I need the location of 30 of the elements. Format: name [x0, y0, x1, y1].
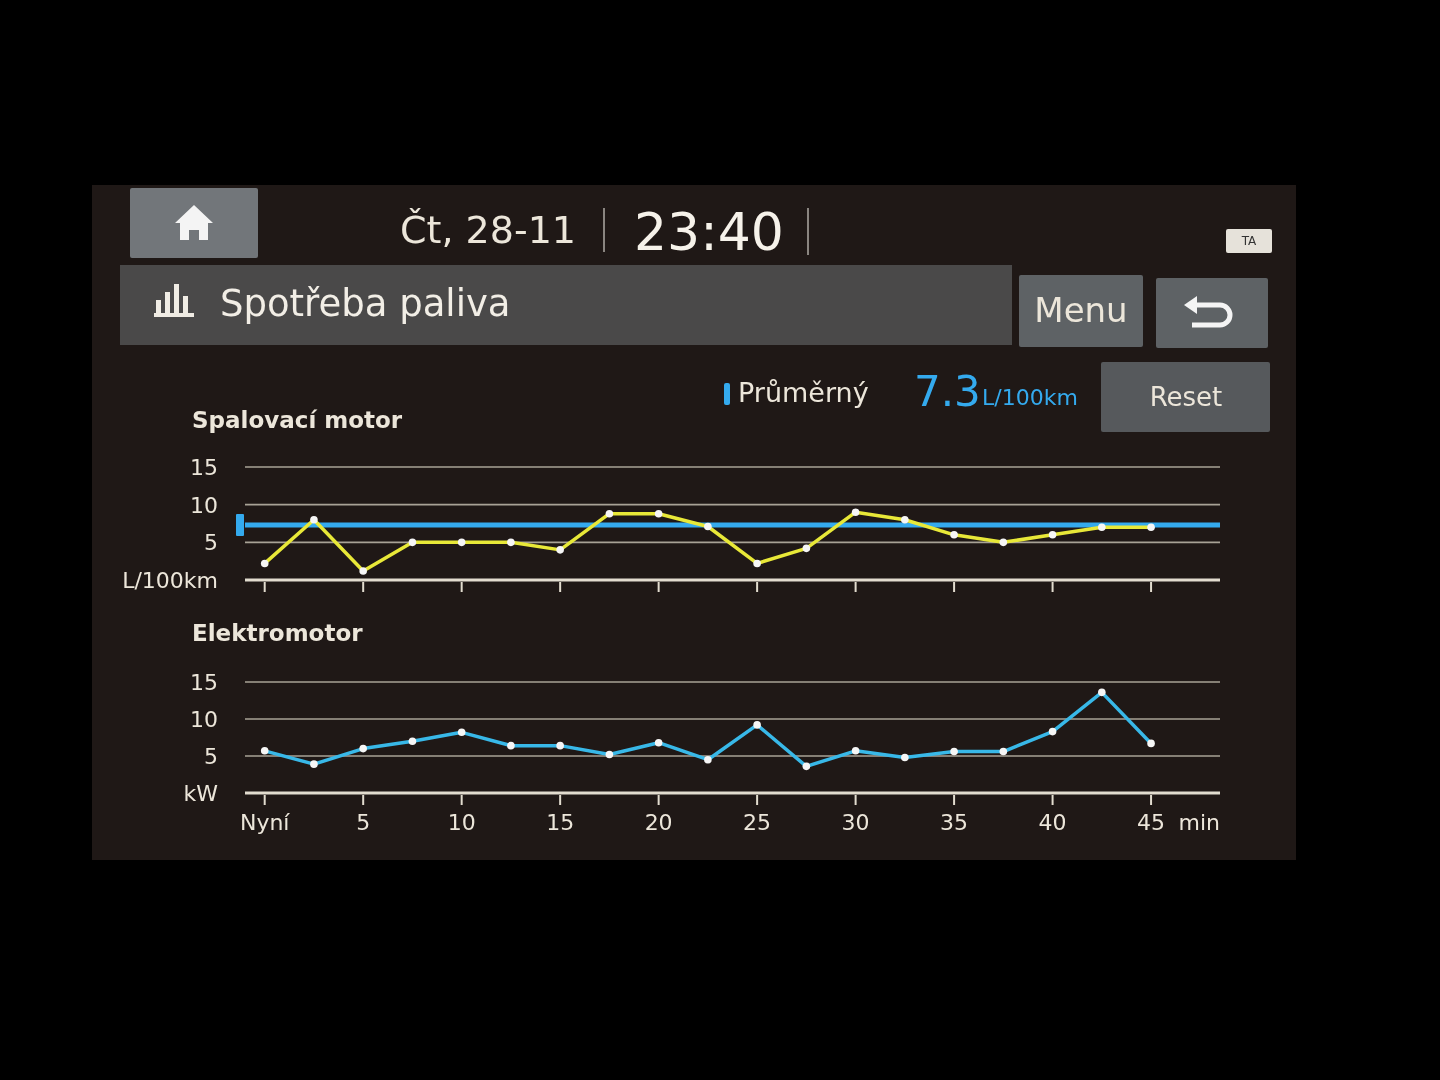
- x-tick-label: 15: [546, 810, 575, 835]
- y-tick-label: 5: [204, 743, 218, 769]
- text: L/100km: [982, 385, 1078, 410]
- x-tick-label: 30: [841, 810, 870, 835]
- text: TA: [1240, 234, 1258, 248]
- y-tick-label: 15: [190, 669, 218, 695]
- text: 23:40: [634, 202, 784, 262]
- text: Čt, 28-11: [400, 208, 577, 252]
- text: 7.3: [914, 367, 981, 416]
- text: Spotřeba paliva: [220, 282, 511, 325]
- x-tick-label: Nyní: [239, 810, 291, 835]
- x-tick-label: 45: [1137, 810, 1166, 835]
- x-tick-label: 40: [1038, 810, 1067, 835]
- x-tick-label: 5: [356, 810, 371, 835]
- y-axis-title: L/100km: [122, 567, 218, 593]
- text: Reset: [1149, 382, 1223, 412]
- y-tick-label: 10: [190, 706, 218, 732]
- chart-title: Spalovací motor: [192, 407, 403, 433]
- x-tick-label: 25: [743, 810, 772, 835]
- y-axis-title: kW: [183, 780, 219, 806]
- chart-title: Elektromotor: [192, 620, 364, 646]
- legend-label: Průměrný: [738, 377, 869, 408]
- x-tick-label: 10: [447, 810, 476, 835]
- x-tick-label: 35: [940, 810, 969, 835]
- y-tick-label: 15: [190, 454, 218, 480]
- x-tick-label: 20: [644, 810, 673, 835]
- y-tick-label: 10: [190, 492, 218, 518]
- text: Menu: [1034, 290, 1128, 330]
- x-axis-title: min: [1178, 810, 1220, 835]
- y-tick-label: 5: [204, 530, 218, 556]
